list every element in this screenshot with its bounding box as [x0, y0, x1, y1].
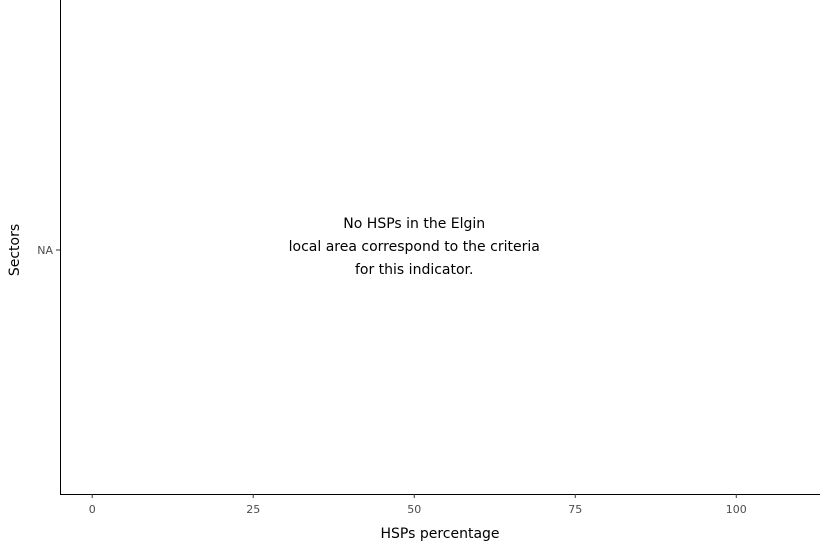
annotation-line: for this indicator.	[355, 262, 474, 278]
y-tick-label: NA	[37, 244, 53, 257]
x-tick-label: 0	[89, 503, 96, 516]
x-tick-label: 50	[407, 503, 421, 516]
y-axis-ticks: NA	[37, 244, 60, 257]
y-axis-title: Sectors	[7, 224, 23, 276]
annotation-line: No HSPs in the Elgin	[343, 216, 485, 232]
x-tick-label: 75	[568, 503, 582, 516]
no-data-annotation: No HSPs in the Elgin local area correspon…	[289, 216, 540, 278]
x-tick-label: 25	[246, 503, 260, 516]
annotation-line: local area correspond to the criteria	[289, 239, 540, 255]
x-axis-ticks: 0 25 50 75 100	[89, 494, 747, 516]
x-axis-title: HSPs percentage	[380, 526, 499, 542]
x-tick-label: 100	[726, 503, 747, 516]
